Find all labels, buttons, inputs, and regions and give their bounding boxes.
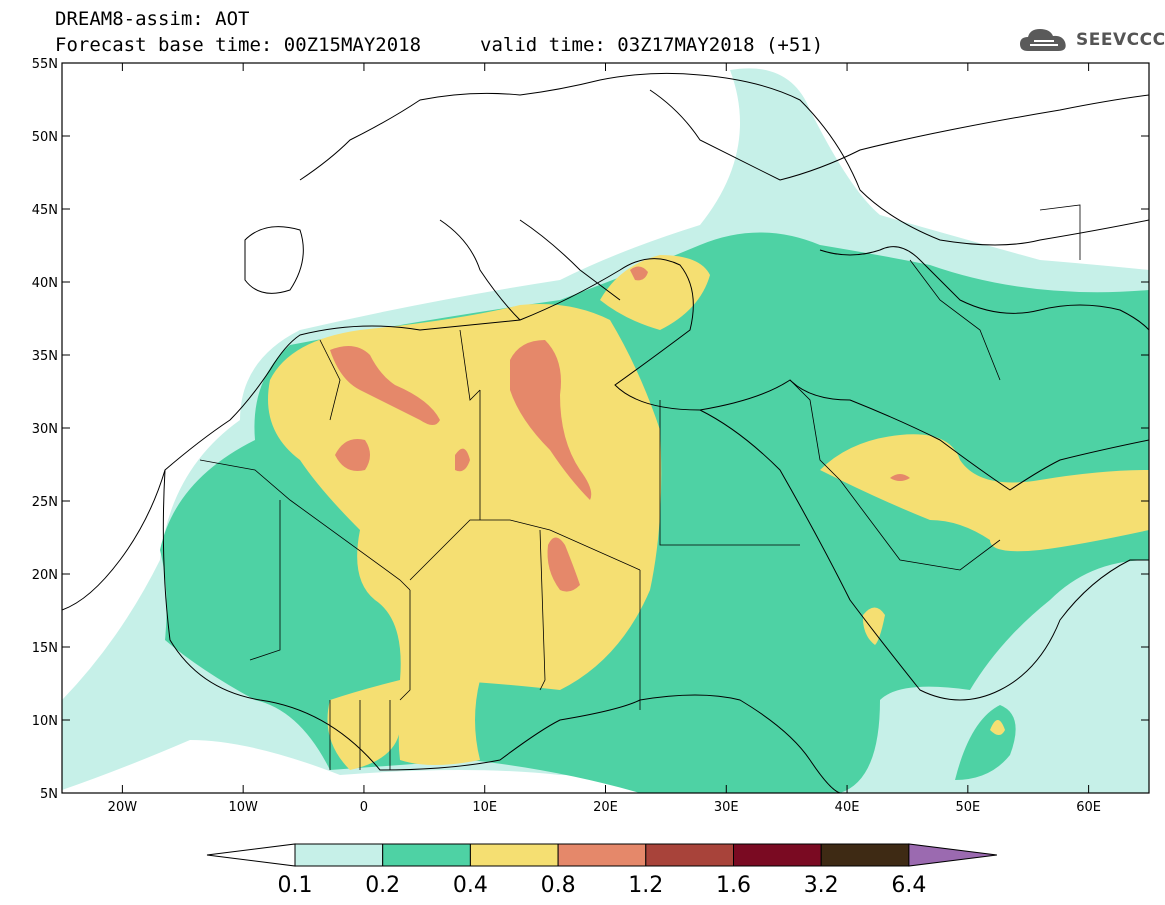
lat-tick-label: 5N (40, 787, 58, 802)
lon-tick-label: 50E (955, 800, 980, 815)
cloud-icon (1020, 29, 1066, 51)
colorbar-under-triangle (206, 843, 296, 867)
lon-tick-label: 40E (835, 800, 860, 815)
lat-tick-label: 25N (32, 495, 58, 510)
coastlines (62, 72, 1149, 793)
colorbar-over-triangle (908, 843, 997, 867)
country-borders (199, 204, 1081, 770)
colorbar-box (294, 843, 384, 867)
lon-tick-label: 60E (1076, 800, 1101, 815)
colorbar-label: 1.2 (628, 873, 663, 898)
map-frame (61, 62, 1150, 794)
colorbar-label: 0.1 (278, 873, 313, 898)
lon-tick-label: 10E (472, 800, 497, 815)
colorbar-box (820, 843, 910, 867)
colorbar-labels: 0.1 0.2 0.4 0.8 1.2 1.6 3.2 6.4 (278, 873, 927, 898)
lat-tick-label: 30N (32, 422, 58, 437)
colorbar-label: 0.2 (365, 873, 400, 898)
seevccc-logo: SEEVCCC (1018, 24, 1165, 56)
lon-tick-label: 30E (714, 800, 739, 815)
lat-tick-label: 45N (32, 203, 58, 218)
colorbar-box (557, 843, 647, 867)
lon-tick-label: 10W (228, 800, 258, 815)
logo-text: SEEVCCC (1076, 30, 1165, 50)
colorbar-label: 6.4 (891, 873, 926, 898)
colorbar-label: 1.6 (716, 873, 751, 898)
lat-tick-label: 55N (32, 57, 58, 72)
lat-tick-label: 10N (32, 714, 58, 729)
colorbar-label: 0.8 (541, 873, 576, 898)
lat-tick-label: 35N (32, 349, 58, 364)
latitude-axis: 55N 50N 45N 40N 35N 30N 25N 20N 15N 10N 5N (32, 57, 58, 802)
lat-tick-label: 20N (32, 568, 58, 583)
aot-map: 55N 50N 45N 40N 35N 30N 25N 20N 15N 10N 5N 20W 10W 0… (32, 57, 1150, 815)
valid-time: valid time: 03Z17MAY2018 (+51) (480, 34, 824, 56)
lat-tick-label: 15N (32, 641, 58, 656)
lon-tick-label: 20E (593, 800, 618, 815)
base-time: Forecast base time: 00Z15MAY2018 (55, 34, 422, 56)
colorbar: 0.1 0.2 0.4 0.8 1.2 1.6 3.2 6.4 (206, 843, 997, 898)
map-title: DREAM8-assim: AOT (55, 8, 250, 30)
lat-tick-label: 50N (32, 130, 58, 145)
colorbar-box (469, 843, 559, 867)
colorbar-box (733, 843, 822, 867)
forecast-time-line: Forecast base time: 00Z15MAY2018 valid ti… (55, 34, 823, 56)
colorbar-label: 3.2 (804, 873, 839, 898)
colorbar-box (645, 843, 734, 867)
lon-tick-label: 0 (360, 800, 368, 815)
lon-tick-label: 20W (108, 800, 138, 815)
longitude-axis: 20W 10W 0 10E 20E 30E 40E 50E 60E (108, 800, 1101, 815)
colorbar-box (382, 843, 471, 867)
aot-shading (62, 68, 1149, 793)
lat-tick-label: 40N (32, 276, 58, 291)
colorbar-boxes (206, 843, 997, 867)
colorbar-label: 0.4 (453, 873, 488, 898)
